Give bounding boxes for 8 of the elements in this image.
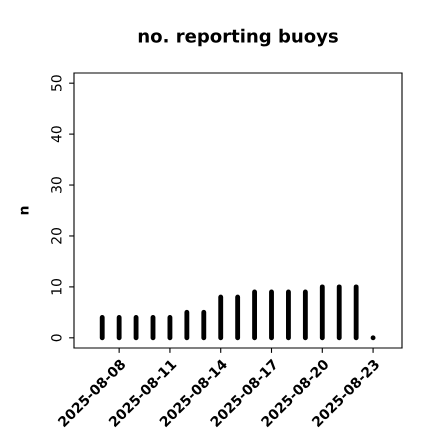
y-tick-label: 0 xyxy=(51,334,62,342)
chart-title: no. reporting buoys xyxy=(138,28,338,46)
y-tick-label: 50 xyxy=(51,75,62,91)
y-tick-label: 30 xyxy=(51,177,62,193)
y-tick-label: 20 xyxy=(51,228,62,244)
y-tick-label: 10 xyxy=(51,278,62,294)
y-tick-label: 40 xyxy=(51,126,62,142)
y-axis-title: n xyxy=(20,206,29,214)
